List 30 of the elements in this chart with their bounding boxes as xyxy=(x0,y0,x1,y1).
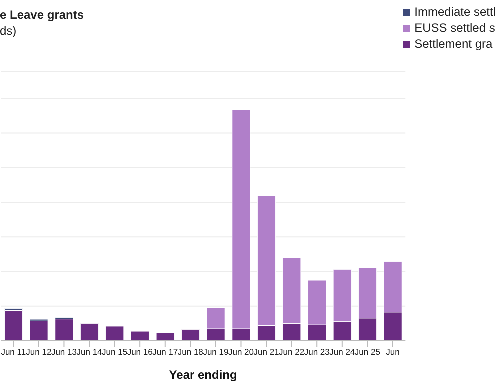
x-tick-label: Jun 20 xyxy=(228,347,254,358)
x-tick-label: Jun 11 xyxy=(1,347,26,358)
x-tick-label: Jun 24 xyxy=(330,347,356,358)
legend-label: Immediate settl xyxy=(414,4,496,20)
x-tick-label: Jun 23 xyxy=(304,347,330,358)
chart-subtitle: ds) xyxy=(0,24,17,38)
bar xyxy=(30,320,48,341)
x-tick-label: Jun 18 xyxy=(178,347,204,358)
x-tick-label: Jun 13 xyxy=(51,347,78,358)
x-tick-label: Jun 17 xyxy=(152,347,178,358)
x-tick-label: Jun 14 xyxy=(76,347,103,358)
x-axis-title: Year ending xyxy=(169,368,238,382)
legend-label: Settlement gra xyxy=(414,36,493,52)
bar xyxy=(55,319,74,341)
x-tick-label: Jun 19 xyxy=(203,347,229,358)
x-tick-label: Jun 21 xyxy=(254,347,280,358)
bar xyxy=(80,323,99,341)
x-tick-label: Jun 15 xyxy=(102,347,128,358)
x-tick-label: Jun xyxy=(386,347,400,358)
legend-label: EUSS settled s xyxy=(414,20,496,36)
bar xyxy=(156,332,175,341)
x-tick-label: Jun 16 xyxy=(127,347,154,358)
x-tick-label: Jun 25 xyxy=(354,347,381,358)
chart-title: e Leave grants xyxy=(0,8,84,22)
bar xyxy=(130,331,150,341)
bar xyxy=(106,326,124,341)
x-tick-label: Jun 12 xyxy=(26,347,52,358)
x-tick-label: Jun 22 xyxy=(279,347,305,358)
bar xyxy=(4,310,24,341)
bar xyxy=(182,329,200,341)
